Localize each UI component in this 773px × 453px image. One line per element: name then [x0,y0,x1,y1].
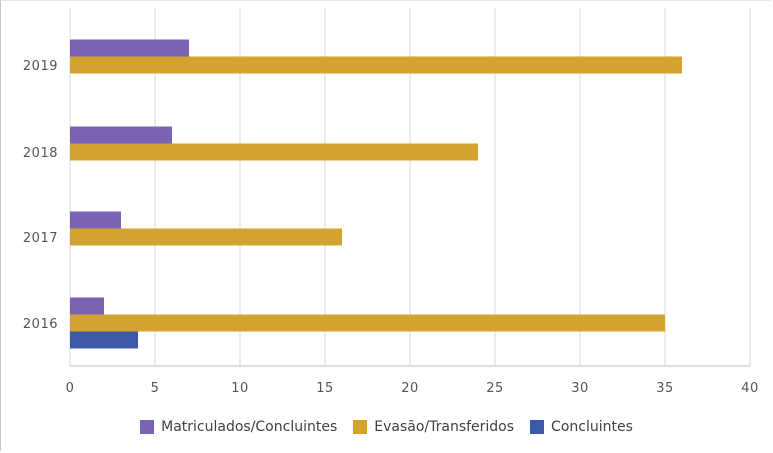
legend-swatch [353,420,368,434]
legend: Matriculados/Concluintes Evasão/Transferi… [0,412,773,442]
x-tick-label: 40 [741,381,759,396]
x-tick-label: 30 [571,381,589,396]
legend-label: Evasão/Transferidos [374,419,515,435]
legend-item: Concluintes [530,419,633,435]
bar-2018-Matriculados/Concluintes [70,126,172,144]
bar-2017-Matriculados/Concluintes [70,211,121,229]
legend-swatch [140,420,155,434]
bar-2016-Evasão/Transferidos [70,314,665,332]
bar-2019-Matriculados/Concluintes [70,39,189,57]
x-tick-label: 25 [486,381,504,396]
x-tick-label: 20 [401,381,419,396]
legend-item: Matriculados/Concluintes [140,419,337,435]
x-tick-label: 10 [231,381,249,396]
y-category-label: 2018 [23,146,58,161]
x-tick-label: 35 [656,381,674,396]
bar-2016-Concluintes [70,331,138,349]
bar-2016-Matriculados/Concluintes [70,297,104,315]
x-tick-label: 15 [316,381,334,396]
y-category-label: 2017 [23,231,58,246]
legend-label: Concluintes [551,419,633,435]
bar-2018-Evasão/Transferidos [70,143,478,161]
legend-label: Matriculados/Concluintes [161,419,338,435]
legend-swatch [530,420,545,434]
legend-item: Evasão/Transferidos [353,419,514,435]
y-category-label: 2016 [23,317,58,332]
x-tick-label: 5 [151,381,160,396]
x-tick-label: 0 [66,381,75,396]
bar-2017-Evasão/Transferidos [70,228,342,246]
y-category-label: 2019 [23,59,58,74]
bar-2019-Evasão/Transferidos [70,56,682,74]
